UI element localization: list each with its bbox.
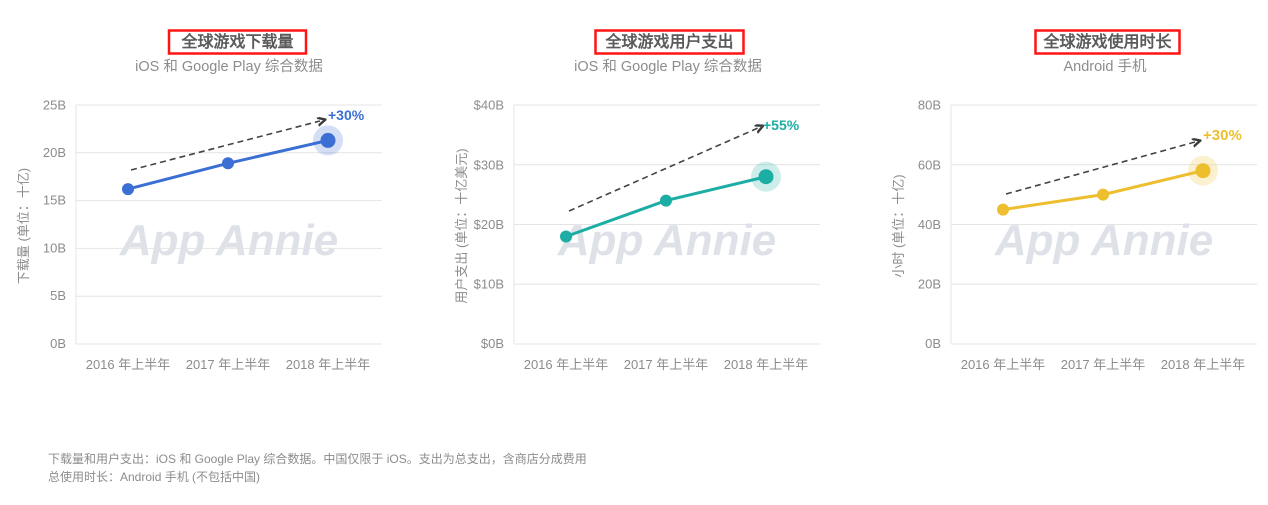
svg-text:10B: 10B <box>43 240 66 255</box>
svg-text:2017 年上半年: 2017 年上半年 <box>1061 357 1146 372</box>
svg-text:60B: 60B <box>918 157 941 172</box>
svg-text:$10B: $10B <box>474 277 504 292</box>
svg-text:全球游戏使用时长: 全球游戏使用时长 <box>1042 32 1172 51</box>
svg-text:全球游戏下载量: 全球游戏下载量 <box>180 32 293 51</box>
svg-text:2017 年上半年: 2017 年上半年 <box>624 357 709 372</box>
svg-text:2018 年上半年: 2018 年上半年 <box>724 357 809 372</box>
svg-text:2018 年上半年: 2018 年上半年 <box>1161 357 1246 372</box>
svg-text:App Annie: App Annie <box>994 216 1213 265</box>
svg-text:下载量和用户支出：iOS 和 Google Play 综合数: 下载量和用户支出：iOS 和 Google Play 综合数据。中国仅限于 iO… <box>48 451 587 466</box>
svg-text:$40B: $40B <box>474 98 504 113</box>
svg-text:小时 (单位：十亿): 小时 (单位：十亿) <box>891 174 906 277</box>
svg-text:用户支出 (单位：十亿美元): 用户支出 (单位：十亿美元) <box>454 148 469 303</box>
svg-text:0B: 0B <box>50 336 66 351</box>
svg-text:2017 年上半年: 2017 年上半年 <box>186 357 271 372</box>
svg-text:2018 年上半年: 2018 年上半年 <box>286 357 371 372</box>
svg-text:2016 年上半年: 2016 年上半年 <box>524 357 609 372</box>
svg-text:0B: 0B <box>925 336 941 351</box>
svg-text:40B: 40B <box>918 217 941 232</box>
svg-text:App Annie: App Annie <box>119 216 338 265</box>
svg-text:下载量 (单位：十亿): 下载量 (单位：十亿) <box>16 168 31 284</box>
svg-text:2016 年上半年: 2016 年上半年 <box>86 357 171 372</box>
svg-text:+30%: +30% <box>328 107 365 123</box>
svg-text:25B: 25B <box>43 98 66 113</box>
svg-text:20B: 20B <box>918 277 941 292</box>
svg-text:Android 手机: Android 手机 <box>1063 58 1147 75</box>
svg-text:App Annie: App Annie <box>557 216 776 265</box>
svg-text:$30B: $30B <box>474 157 504 172</box>
svg-text:20B: 20B <box>43 145 66 160</box>
svg-text:全球游戏用户支出: 全球游戏用户支出 <box>604 32 733 51</box>
svg-text:$20B: $20B <box>474 217 504 232</box>
svg-text:15B: 15B <box>43 193 66 208</box>
svg-text:iOS 和 Google Play 综合数据: iOS 和 Google Play 综合数据 <box>135 58 323 75</box>
svg-text:+30%: +30% <box>1203 127 1242 144</box>
svg-text:5B: 5B <box>50 288 66 303</box>
svg-text:总使用时长：Android 手机 (不包括中国): 总使用时长：Android 手机 (不包括中国) <box>48 469 260 484</box>
svg-text:$0B: $0B <box>481 336 504 351</box>
svg-text:80B: 80B <box>918 98 941 113</box>
svg-text:2016 年上半年: 2016 年上半年 <box>961 357 1046 372</box>
svg-text:+55%: +55% <box>763 117 800 133</box>
svg-text:iOS 和 Google Play 综合数据: iOS 和 Google Play 综合数据 <box>574 58 762 75</box>
